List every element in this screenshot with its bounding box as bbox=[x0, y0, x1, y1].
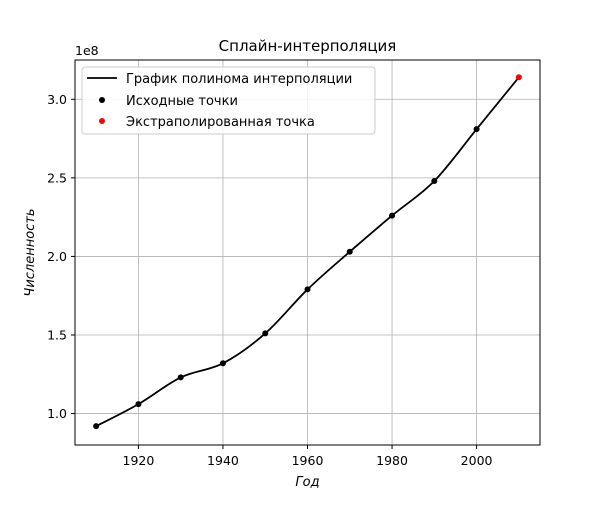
x-tick-label: 1980 bbox=[376, 453, 408, 468]
legend-label-extrapolated: Экстраполированная точка bbox=[126, 115, 315, 130]
original-data-point bbox=[389, 212, 396, 219]
x-tick-label: 1920 bbox=[123, 453, 155, 468]
original-data-point bbox=[135, 401, 142, 408]
legend-label-original: Исходные точки bbox=[126, 94, 238, 109]
legend-marker-extrapolated bbox=[99, 118, 105, 124]
legend-marker-original bbox=[99, 97, 105, 103]
x-axis-label: Год bbox=[295, 475, 319, 490]
original-data-point bbox=[473, 126, 480, 133]
chart-title: Сплайн-интерполяция bbox=[219, 37, 397, 55]
y-tick-label: 3.0 bbox=[47, 92, 67, 107]
x-tick-label: 1960 bbox=[292, 453, 324, 468]
y-tick-label: 2.0 bbox=[47, 249, 67, 264]
original-data-point bbox=[346, 248, 353, 255]
legend: График полинома интерполяции Исходные то… bbox=[81, 66, 376, 135]
original-data-point bbox=[219, 360, 226, 367]
y-tick-label: 1.5 bbox=[47, 328, 67, 343]
plot-area bbox=[93, 74, 522, 430]
legend-box bbox=[81, 66, 376, 135]
y-axis-multiplier: 1e8 bbox=[75, 43, 99, 58]
x-tick-label: 2000 bbox=[461, 453, 493, 468]
x-tick-label: 1940 bbox=[207, 453, 239, 468]
original-data-point bbox=[177, 374, 184, 381]
legend-label-polynomial: График полинома интерполяции bbox=[126, 72, 352, 87]
axis-ticks: 1920 1940 1960 1980 2000 1.0 1.5 2.0 2.5 3.0 bbox=[47, 92, 492, 468]
original-data-point bbox=[304, 286, 311, 293]
extrapolated-data-point bbox=[515, 74, 522, 81]
y-tick-label: 1.0 bbox=[47, 406, 67, 421]
original-data-point bbox=[262, 330, 269, 337]
original-data-point bbox=[93, 423, 100, 430]
original-data-point bbox=[431, 178, 438, 184]
y-axis-label: Численность bbox=[23, 208, 38, 296]
y-tick-label: 2.5 bbox=[47, 170, 67, 185]
